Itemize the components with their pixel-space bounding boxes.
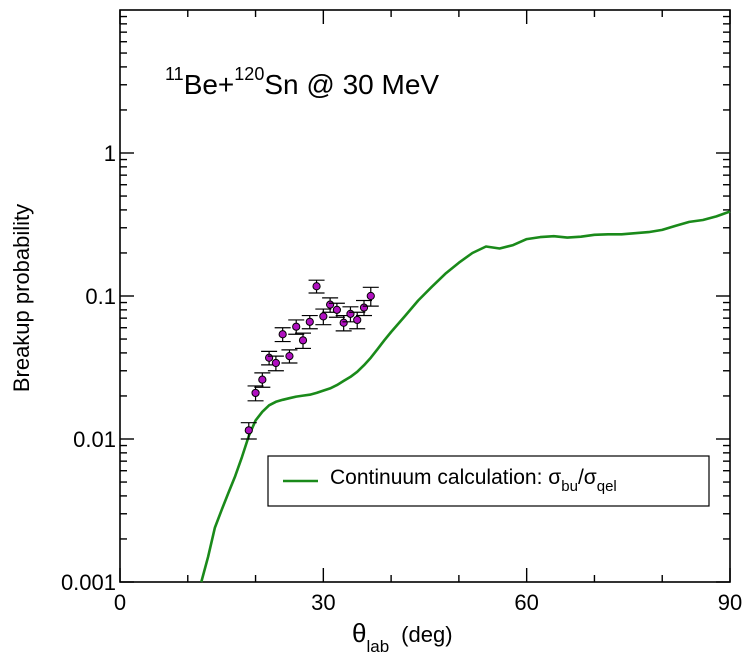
data-point	[356, 299, 372, 317]
x-tick-label: 60	[514, 590, 538, 615]
data-marker	[366, 291, 375, 301]
data-point	[274, 327, 291, 343]
x-axis-title-sub: lab	[366, 637, 389, 656]
data-point	[328, 302, 345, 318]
y-axis-title: Breakup probability	[9, 204, 34, 392]
data-point	[267, 355, 284, 372]
x-tick-label: 90	[718, 590, 742, 615]
x-axis-title: θlab (deg)	[352, 618, 453, 656]
data-marker	[278, 330, 287, 339]
annotation-nucleus-1: Be+	[184, 69, 235, 100]
y-tick-label: 1	[104, 141, 116, 166]
data-marker	[244, 426, 253, 435]
legend-label-main: Continuum calculation: σ	[330, 466, 561, 489]
x-axis-title-theta: θ	[352, 618, 366, 648]
axis-ticks	[119, 10, 731, 583]
y-tick-label: 0.001	[61, 570, 116, 595]
data-marker	[251, 388, 260, 398]
data-point	[281, 349, 298, 364]
data-marker	[258, 375, 267, 384]
legend-label: Continuum calculation: σbu/σqel	[330, 466, 617, 495]
data-marker	[292, 322, 301, 331]
data-point	[308, 279, 325, 294]
legend-label-sub-bu: bu	[561, 478, 578, 495]
data-marker	[353, 315, 362, 325]
data-marker	[285, 351, 294, 361]
x-tick-label: 30	[311, 590, 335, 615]
data-marker	[332, 305, 341, 314]
data-point	[301, 314, 318, 330]
data-point	[247, 385, 264, 402]
data-marker	[359, 303, 369, 312]
annotation-mass-2: 120	[234, 64, 264, 84]
data-point	[254, 372, 271, 388]
series-layer	[200, 210, 731, 583]
y-tick-label: 0.1	[85, 284, 116, 309]
data-marker	[312, 282, 321, 291]
data-marker	[319, 312, 328, 321]
y-tick-label: 0.01	[73, 427, 116, 452]
legend-box	[267, 455, 710, 507]
data-marker	[298, 336, 308, 345]
data-point	[295, 332, 311, 350]
data-point	[362, 286, 379, 307]
data-marker	[265, 353, 274, 362]
x-tick-label: 0	[114, 590, 126, 615]
data-marker	[339, 318, 348, 327]
plot-annotation: 11Be+120Sn @ 30 MeV	[165, 64, 439, 100]
legend-label-slash: /σ	[578, 466, 597, 489]
annotation-mass-1: 11	[165, 64, 184, 84]
data-point	[240, 422, 257, 440]
data-point	[335, 314, 352, 332]
data-marker	[305, 317, 314, 326]
calculation-curve	[200, 210, 731, 583]
data-marker	[326, 300, 335, 309]
data-marker	[271, 358, 280, 368]
data-point	[288, 319, 305, 335]
x-axis-title-unit: (deg)	[401, 622, 452, 647]
axis-tick-labels: 0 30 60 90 0.001 0.01 0.1 1	[61, 141, 742, 615]
legend-label-sub-qel: qel	[597, 478, 617, 495]
annotation-nucleus-2: Sn @ 30 MeV	[264, 69, 439, 100]
data-marker	[346, 309, 355, 318]
